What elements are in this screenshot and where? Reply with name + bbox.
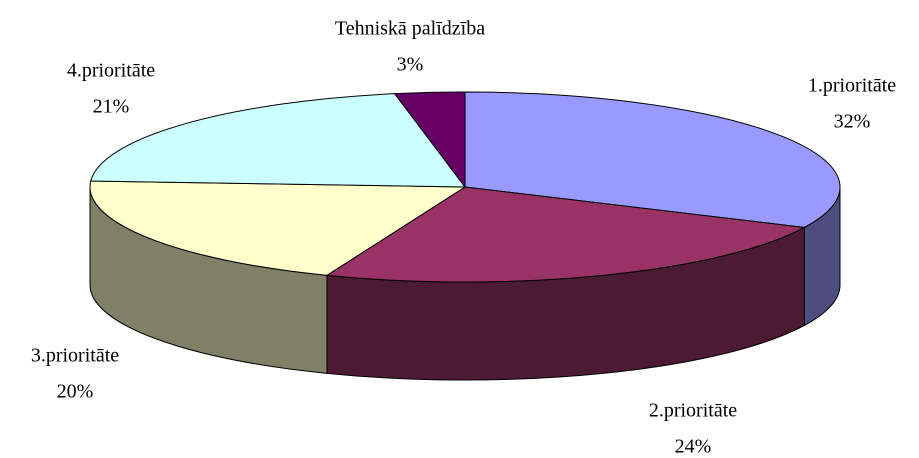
- slice: [89, 180, 467, 276]
- slice-value-label: 3%: [397, 54, 424, 76]
- slice-value-label: 21%: [93, 96, 130, 118]
- slice: [90, 93, 467, 188]
- slice-label: 4.prioritāte: [67, 60, 155, 82]
- slice: [325, 186, 806, 283]
- slice-value-label: 32%: [834, 111, 871, 133]
- slice-label: 2.prioritāte: [649, 400, 737, 422]
- slice: [464, 91, 841, 228]
- slice-value-label: 24%: [675, 436, 712, 458]
- slice: [393, 91, 466, 189]
- slice-label: Tehniskā palīdzība: [335, 18, 485, 40]
- slice-value-label: 20%: [57, 381, 94, 403]
- slice-label: 1.prioritāte: [808, 75, 896, 97]
- slice-label: 3.prioritāte: [31, 345, 119, 367]
